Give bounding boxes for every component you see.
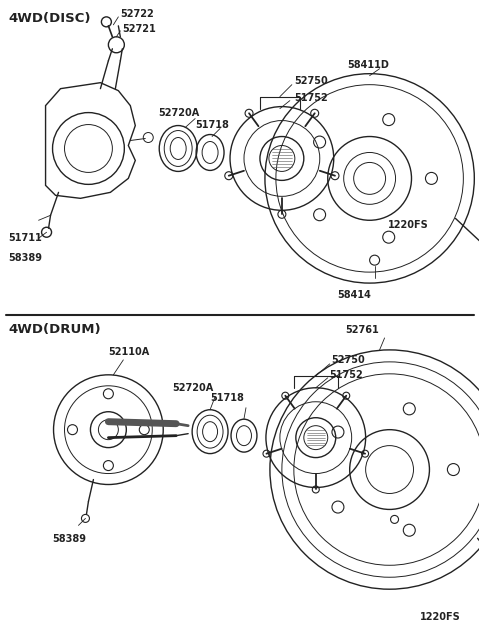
- Text: 4WD(DISC): 4WD(DISC): [9, 13, 91, 25]
- Text: 58389: 58389: [52, 534, 86, 544]
- Text: 51752: 51752: [294, 93, 327, 103]
- Text: 1220FS: 1220FS: [420, 612, 460, 622]
- Text: 58414: 58414: [338, 290, 372, 300]
- Text: 58389: 58389: [9, 253, 43, 263]
- Text: 51752: 51752: [330, 370, 363, 380]
- Text: 52761: 52761: [346, 325, 380, 335]
- Text: 52722: 52722: [120, 9, 154, 19]
- Text: 52750: 52750: [294, 76, 327, 86]
- Text: 1220FS: 1220FS: [387, 220, 428, 230]
- Text: 52110A: 52110A: [108, 347, 150, 357]
- Text: 4WD(DRUM): 4WD(DRUM): [9, 323, 101, 336]
- Text: 51718: 51718: [195, 120, 229, 130]
- Text: 51718: 51718: [210, 392, 244, 403]
- Text: 52720A: 52720A: [158, 108, 200, 118]
- Text: 58411D: 58411D: [348, 60, 390, 70]
- Text: 52720A: 52720A: [172, 383, 214, 392]
- Text: 51711: 51711: [9, 233, 42, 243]
- Text: 52721: 52721: [122, 24, 156, 34]
- Text: 52750: 52750: [332, 355, 365, 365]
